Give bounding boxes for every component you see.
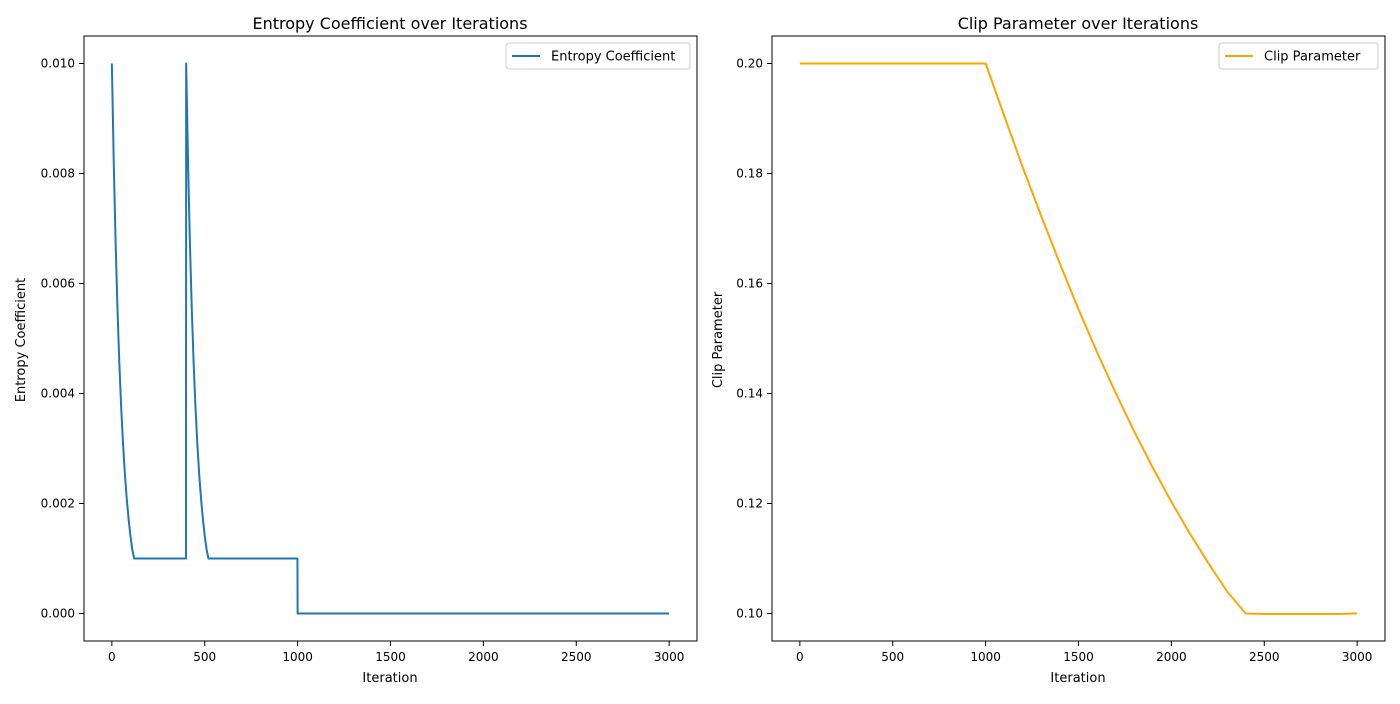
y-tick-label: 0.010: [41, 57, 75, 71]
plot-area: 0 500 1000 1500 2000 2500 3000 0.000 0.002 0.004 0…: [41, 35, 698, 664]
x-tick-label: 500: [193, 650, 216, 664]
y-axis-label: Entropy Coefficient: [14, 278, 29, 402]
legend-box: [1218, 42, 1379, 70]
x-tick-label: 2500: [1249, 650, 1280, 664]
series-line: [110, 62, 670, 615]
x-tick-label: 1000: [970, 650, 1001, 664]
chart-title: Entropy Coefficient over Iterations: [252, 14, 527, 33]
y-tick-label: 0.10: [736, 607, 763, 621]
y-axis-label: Clip Parameter: [711, 291, 726, 388]
x-tick-label: 500: [881, 650, 904, 664]
y-tick-label: 0.14: [736, 387, 763, 401]
x-tick-label: 0: [108, 650, 116, 664]
plot-area: 0 500 1000 1500 2000 2500 3000 0.10 0.12 0.14 0.16…: [736, 35, 1386, 664]
legend: Clip Parameter: [1218, 42, 1379, 70]
y-tick-label: 0.16: [736, 277, 763, 291]
x-tick-label: 2000: [1156, 650, 1187, 664]
x-tick-label: 1000: [282, 650, 313, 664]
x-tick-label: 3000: [654, 650, 685, 664]
axes-frame: [771, 35, 1386, 642]
y-tick-label: 0.20: [736, 57, 763, 71]
axes-frame: [83, 35, 698, 642]
y-tick-label: 0.004: [41, 387, 75, 401]
x-tick-label: 3000: [1342, 650, 1373, 664]
chart-title: Clip Parameter over Iterations: [958, 14, 1199, 33]
clip-chart: Clip Parameter over Iterations Iteration…: [711, 14, 1386, 686]
y-tick-label: 0.000: [41, 607, 75, 621]
y-tick-label: 0.002: [41, 497, 75, 511]
y-tick-label: 0.12: [736, 497, 763, 511]
x-tick-label: 0: [796, 650, 804, 664]
x-axis-label: Iteration: [362, 671, 417, 686]
y-tick-label: 0.008: [41, 167, 75, 181]
y-tick-label: 0.18: [736, 167, 763, 181]
x-tick-label: 2000: [468, 650, 499, 664]
x-axis-label: Iteration: [1050, 671, 1105, 686]
x-tick-label: 1500: [375, 650, 406, 664]
series-line: [799, 62, 1358, 616]
x-tick-label: 1500: [1063, 650, 1094, 664]
y-tick-label: 0.006: [41, 277, 75, 291]
legend-box: [505, 42, 691, 70]
legend-label: Entropy Coefficient: [551, 50, 675, 65]
entropy-chart: Entropy Coefficient over Iterations Iter…: [14, 14, 698, 686]
x-tick-label: 2500: [561, 650, 592, 664]
legend: Entropy Coefficient: [505, 42, 691, 70]
legend-label: Clip Parameter: [1264, 50, 1361, 65]
